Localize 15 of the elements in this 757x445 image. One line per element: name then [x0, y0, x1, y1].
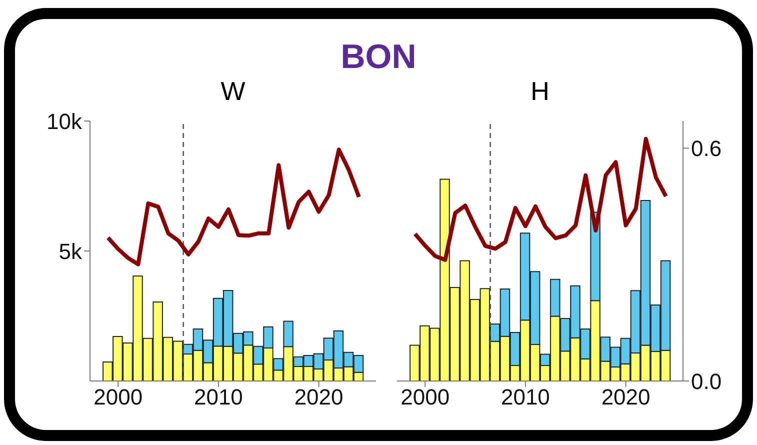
chart-title: H: [530, 76, 550, 106]
line-series: [106, 148, 361, 266]
y-tick-label: 0.6: [691, 136, 722, 161]
text: BON: [340, 38, 418, 77]
x-tick-label: 2010: [194, 384, 243, 410]
x-tick-label: 2010: [500, 384, 550, 410]
chart-title: W: [220, 76, 246, 106]
x-tick-label: 2020: [294, 384, 344, 410]
x-tick-label: 2000: [400, 384, 450, 410]
line-series: [413, 136, 668, 262]
x-tick-label: 2020: [601, 384, 650, 410]
x-tick-label: 2000: [94, 384, 143, 410]
y-tick-label: 0.0: [691, 368, 722, 394]
y-tick-label: 10k: [46, 108, 83, 134]
y-tick-label: 5k: [58, 238, 83, 264]
